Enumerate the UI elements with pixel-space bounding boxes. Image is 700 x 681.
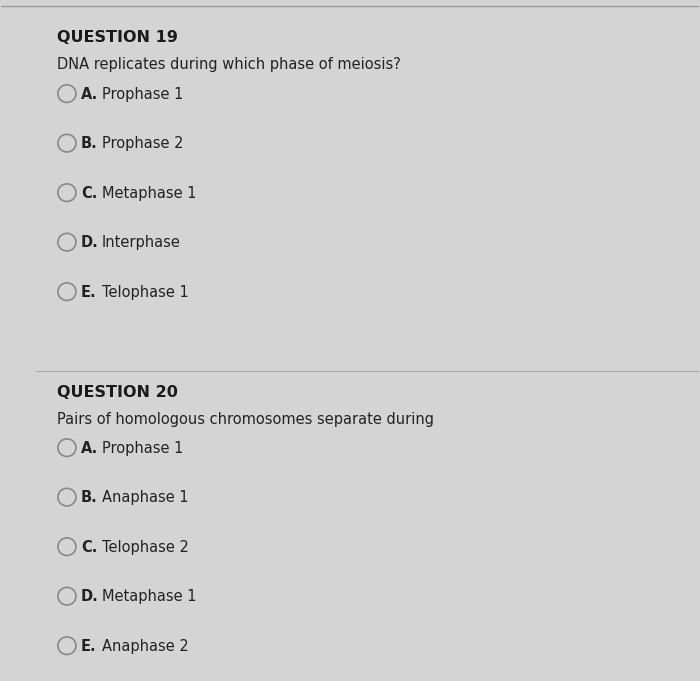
Text: Anaphase 1: Anaphase 1 (102, 490, 188, 505)
Text: Prophase 1: Prophase 1 (102, 441, 183, 456)
Text: B.: B. (81, 136, 97, 151)
Text: C.: C. (81, 186, 97, 201)
Text: Metaphase 1: Metaphase 1 (102, 186, 196, 201)
Text: C.: C. (81, 540, 97, 555)
Text: A.: A. (81, 87, 98, 102)
Text: Anaphase 2: Anaphase 2 (102, 639, 188, 654)
Text: QUESTION 19: QUESTION 19 (57, 30, 178, 45)
Text: Pairs of homologous chromosomes separate during: Pairs of homologous chromosomes separate… (57, 412, 434, 427)
Text: E.: E. (81, 639, 97, 654)
Text: Interphase: Interphase (102, 236, 181, 251)
Text: Prophase 1: Prophase 1 (102, 87, 183, 102)
Text: Telophase 1: Telophase 1 (102, 285, 188, 300)
Text: Telophase 2: Telophase 2 (102, 540, 189, 555)
Text: D.: D. (81, 236, 99, 251)
Text: D.: D. (81, 590, 99, 605)
Text: Metaphase 1: Metaphase 1 (102, 590, 196, 605)
Text: B.: B. (81, 490, 97, 505)
Text: E.: E. (81, 285, 97, 300)
Text: DNA replicates during which phase of meiosis?: DNA replicates during which phase of mei… (57, 57, 401, 72)
Text: A.: A. (81, 441, 98, 456)
Text: Prophase 2: Prophase 2 (102, 136, 183, 151)
Text: QUESTION 20: QUESTION 20 (57, 385, 178, 400)
